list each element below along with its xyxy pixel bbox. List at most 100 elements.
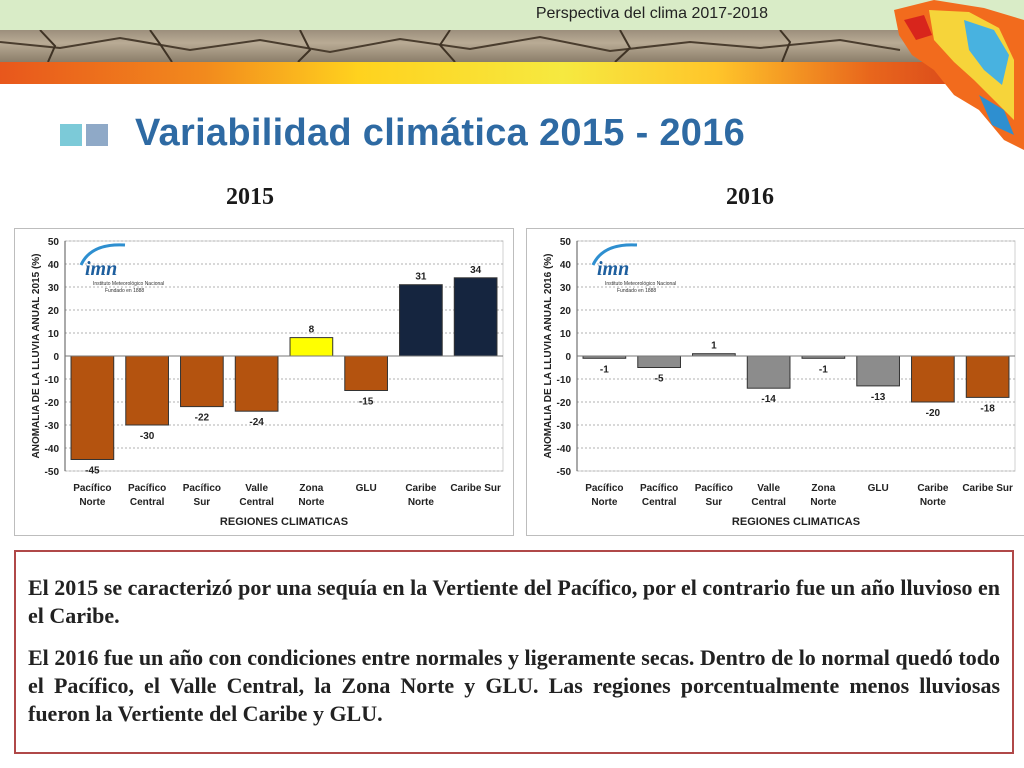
- data-label: -5: [655, 374, 664, 385]
- x-axis-label: REGIONES CLIMATICAS: [732, 516, 860, 528]
- x-tick-label: Central: [642, 497, 677, 508]
- x-tick-label: Valle: [757, 483, 780, 494]
- x-tick-label: Norte: [79, 497, 106, 508]
- x-tick-label: Norte: [591, 497, 618, 508]
- data-label: -1: [600, 364, 609, 375]
- bar: [637, 355, 681, 368]
- map-graphic: [894, 0, 1024, 150]
- y-tick-label: -40: [557, 444, 572, 455]
- x-tick-label: Zona: [299, 483, 323, 494]
- y-tick-label: 50: [560, 237, 572, 248]
- y-tick-label: 40: [560, 260, 572, 271]
- chart-2016: 50 40 30 20 10 0 -10 -20 -30 -40 -50 -1 Pacífico Nort…: [526, 228, 1024, 536]
- logo-text: imn: [597, 258, 629, 280]
- data-label: 34: [470, 265, 482, 276]
- y-tick-label: 10: [48, 329, 60, 340]
- x-tick-label: Pacífico: [128, 483, 166, 494]
- y-tick-label: 0: [53, 352, 59, 363]
- data-label: -22: [195, 413, 210, 424]
- y-tick-label: -50: [557, 467, 572, 478]
- data-label: -14: [761, 394, 776, 405]
- y-tick-label: -30: [557, 421, 572, 432]
- x-tick-label: Pacífico: [695, 483, 733, 494]
- x-tick-label: Pacífico: [73, 483, 111, 494]
- bar: [344, 355, 388, 391]
- logo-subtitle: Instituto Meteorológico Nacional: [93, 281, 164, 287]
- logo-subtitle: Fundado en 1888: [617, 288, 656, 294]
- data-label: -20: [926, 408, 941, 419]
- x-tick-label: Caribe Sur: [962, 483, 1013, 494]
- y-tick-label: 20: [560, 306, 572, 317]
- heat-banner: [0, 62, 1024, 84]
- bar: [125, 355, 169, 426]
- bar: [856, 355, 900, 387]
- logo-arc: [79, 243, 126, 266]
- chart-2016-svg: 50 40 30 20 10 0 -10 -20 -30 -40 -50 -1 Pacífico Nort…: [543, 237, 1016, 528]
- y-tick-label: -20: [557, 398, 572, 409]
- y-tick-label: -40: [45, 444, 60, 455]
- data-label: -1: [819, 364, 828, 375]
- cracked-earth-banner: [0, 30, 1024, 62]
- x-tick-label: GLU: [356, 483, 377, 494]
- title-decoration: [60, 124, 112, 151]
- y-tick-label: 30: [560, 283, 572, 294]
- bar: [453, 277, 498, 357]
- chart-2015: 50 40 30 20 10 0 -10 -20 -30 -40 -50 -45 Pacífico Nor…: [14, 228, 514, 536]
- y-tick-label: -10: [557, 375, 572, 386]
- x-tick-label: Pacífico: [183, 483, 221, 494]
- x-tick-label: Norte: [408, 497, 435, 508]
- x-tick-label: Central: [130, 497, 165, 508]
- y-tick-label: -30: [45, 421, 60, 432]
- y-tick-label: 0: [565, 352, 571, 363]
- x-tick-label: GLU: [868, 483, 889, 494]
- y-tick-label: -50: [45, 467, 60, 478]
- square-icon: [60, 124, 82, 146]
- summary-box: El 2015 se caracterizó por una sequía en…: [14, 550, 1014, 754]
- page-title: Variabilidad climática 2015 - 2016: [135, 112, 746, 154]
- x-tick-label: Zona: [811, 483, 835, 494]
- bar: [289, 337, 334, 357]
- logo-arc: [591, 243, 638, 266]
- header-title: Perspectiva del clima 2017-2018: [535, 5, 768, 22]
- x-tick-label: Norte: [810, 497, 837, 508]
- logo-subtitle: Instituto Meteorológico Nacional: [605, 281, 676, 287]
- data-label: -13: [871, 392, 886, 403]
- y-axis-label: ANOMALIA DE LA LLUVIA ANUAL 2016 (%): [543, 253, 554, 458]
- data-label: 31: [415, 272, 427, 283]
- data-label: 1: [711, 341, 717, 352]
- chart-2015-title: 2015: [226, 184, 274, 210]
- y-tick-label: 10: [560, 329, 572, 340]
- data-label: 8: [309, 325, 315, 336]
- x-tick-label: Pacífico: [640, 483, 678, 494]
- data-label: -30: [140, 431, 155, 442]
- y-tick-label: 40: [48, 260, 60, 271]
- bar: [70, 355, 115, 460]
- x-tick-label: Valle: [245, 483, 268, 494]
- y-tick-label: 20: [48, 306, 60, 317]
- data-label: -45: [85, 466, 100, 477]
- x-tick-label: Central: [239, 497, 274, 508]
- bar: [965, 355, 1010, 398]
- x-tick-label: Pacífico: [585, 483, 623, 494]
- logo-subtitle: Fundado en 1888: [105, 288, 144, 294]
- y-axis-label: ANOMALIA DE LA LLUVIA ANUAL 2015 (%): [31, 253, 42, 458]
- bar: [399, 284, 443, 357]
- x-tick-label: Caribe Sur: [450, 483, 501, 494]
- x-tick-label: Norte: [920, 497, 947, 508]
- summary-paragraph-1: El 2015 se caracterizó por una sequía en…: [28, 575, 1001, 628]
- x-tick-label: Norte: [298, 497, 325, 508]
- chart-2015-svg: 50 40 30 20 10 0 -10 -20 -30 -40 -50 -45 Pacífico Nor…: [31, 237, 504, 528]
- y-tick-label: 30: [48, 283, 60, 294]
- bar: [180, 355, 224, 408]
- logo-text: imn: [85, 258, 117, 280]
- bar: [911, 355, 955, 403]
- x-tick-label: Sur: [706, 497, 723, 508]
- square-icon: [86, 124, 108, 146]
- x-tick-label: Sur: [194, 497, 211, 508]
- data-label: -18: [980, 403, 995, 414]
- bar: [746, 355, 791, 389]
- data-label: -15: [359, 397, 374, 408]
- x-axis-label: REGIONES CLIMATICAS: [220, 516, 348, 528]
